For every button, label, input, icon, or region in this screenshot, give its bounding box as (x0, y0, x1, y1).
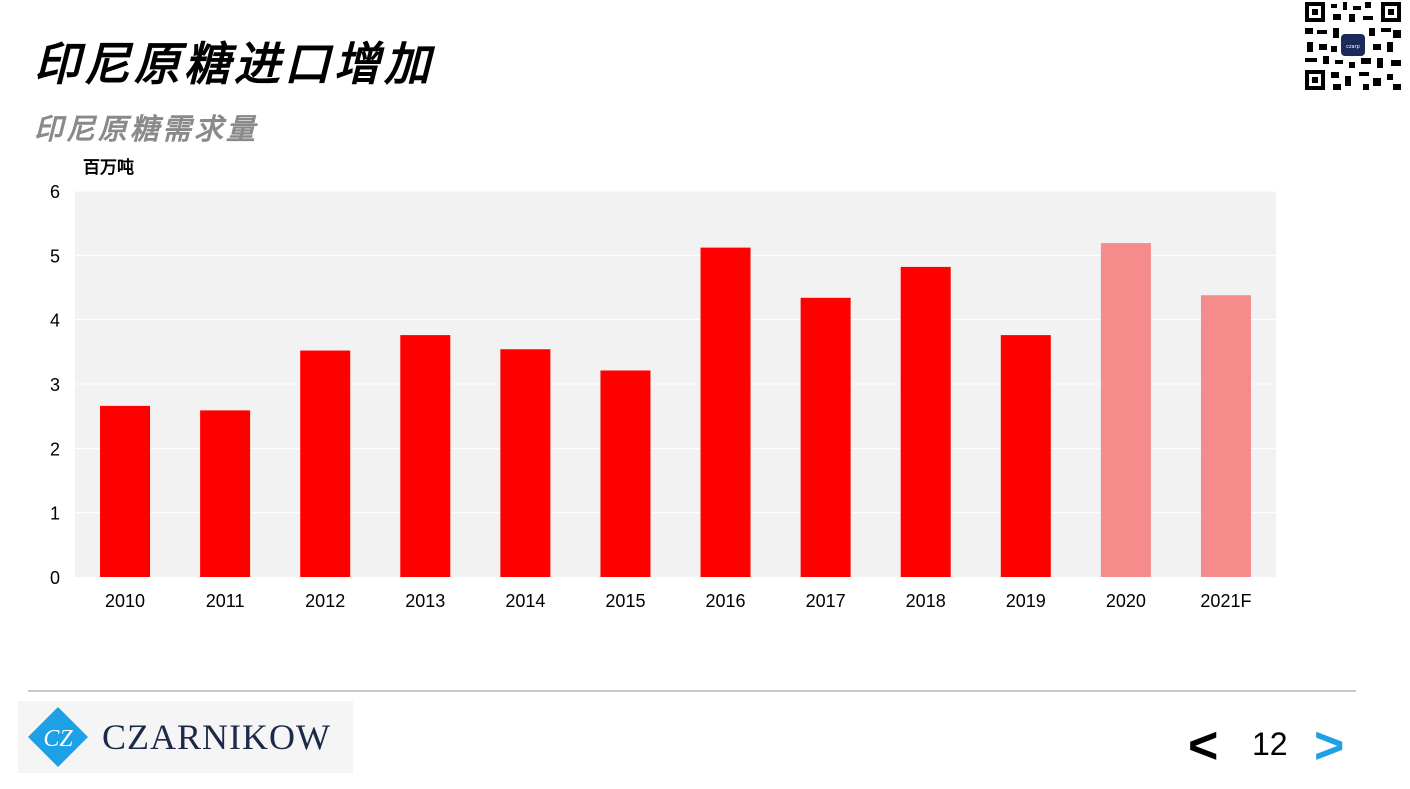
bar-2020 (1100, 243, 1151, 578)
bar-2012 (300, 350, 351, 577)
bar-2014 (500, 349, 551, 577)
y-tick-label: 3 (50, 375, 60, 395)
x-tick-label: 2014 (505, 591, 545, 611)
czarnikow-logo: CZ (18, 701, 353, 773)
bar-chart: 0 1 2 3 4 5 6 百万吨 2010 2011 2012 2013 2014 2015 2016 20… (50, 157, 1276, 611)
y-tick-label: 5 (50, 246, 60, 266)
bar-2017 (800, 297, 851, 577)
logo-mark-text: CZ (43, 726, 73, 752)
x-tick-label: 2018 (906, 591, 946, 611)
bar-2010 (100, 405, 151, 577)
x-tick-label: 2019 (1006, 591, 1046, 611)
y-tick-label: 1 (50, 504, 60, 524)
bar-2021F (1200, 295, 1251, 577)
x-tick-label: 2020 (1106, 591, 1146, 611)
y-axis-label: 百万吨 (83, 157, 134, 178)
chart-subtitle: 印尼原糖需求量 (34, 112, 259, 146)
svg-text:czarp: czarp (1346, 44, 1360, 50)
bar-2015 (600, 370, 651, 577)
page-number: 12 (1252, 726, 1288, 762)
next-page-button[interactable]: > (1314, 717, 1345, 775)
y-tick-label: 4 (50, 311, 60, 331)
bar-2016 (700, 247, 751, 577)
y-tick-label: 6 (50, 182, 60, 202)
brand-name: CZARNIKOW (102, 717, 331, 757)
bar-2019 (1000, 335, 1051, 577)
y-tick-label: 2 (50, 439, 60, 459)
bar-2013 (400, 335, 451, 577)
y-tick-label: 0 (50, 568, 60, 588)
qr-code-icon: czarp (1303, 0, 1403, 92)
x-tick-label: 2017 (806, 591, 846, 611)
footer-divider (28, 690, 1356, 692)
x-tick-label: 2021F (1200, 591, 1251, 611)
x-tick-label: 2012 (305, 591, 345, 611)
x-tick-label: 2015 (605, 591, 645, 611)
x-tick-label: 2010 (105, 591, 145, 611)
x-tick-label: 2016 (706, 591, 746, 611)
bar-2018 (900, 266, 951, 577)
x-tick-label: 2011 (206, 591, 245, 611)
bar-2011 (200, 410, 251, 577)
slide-title: 印尼原糖进口增加 (34, 37, 434, 91)
x-tick-label: 2013 (405, 591, 445, 611)
previous-page-button[interactable]: < (1188, 717, 1219, 775)
